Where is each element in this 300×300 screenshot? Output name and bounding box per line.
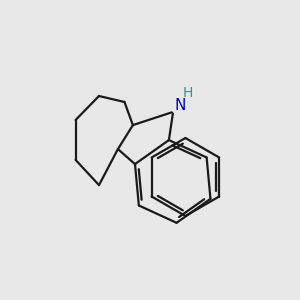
Text: N: N [174,98,185,113]
Circle shape [181,86,195,100]
Text: H: H [183,86,193,100]
Circle shape [171,96,189,114]
